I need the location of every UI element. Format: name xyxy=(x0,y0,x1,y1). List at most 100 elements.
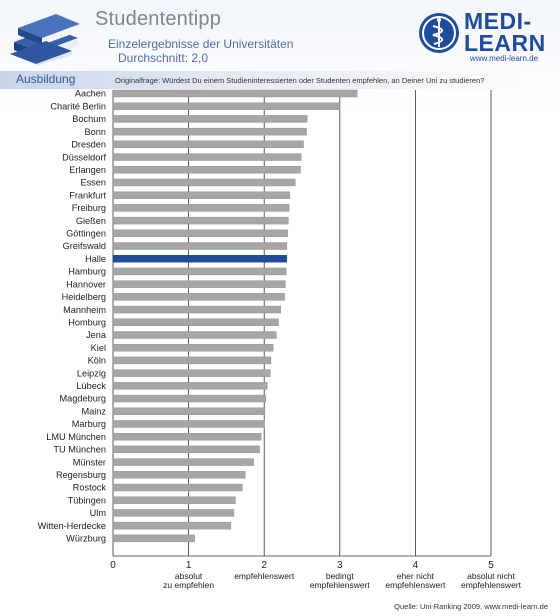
category-label: Charité Berlin xyxy=(50,101,106,111)
bar-köln xyxy=(112,356,272,365)
bar-hannover xyxy=(112,280,286,288)
section-band xyxy=(0,71,560,89)
category-label: Hamburg xyxy=(68,267,106,277)
category-label: Homburg xyxy=(68,317,106,327)
bar-tübingen xyxy=(112,496,236,504)
bar-lmu-münchen xyxy=(112,432,262,441)
category-label: Mannheim xyxy=(63,305,106,315)
category-label: Gießen xyxy=(76,216,106,226)
x-tick-sublabel: empfehlenswert xyxy=(461,580,522,590)
category-label: Aachen xyxy=(75,89,106,99)
category-label: Halle xyxy=(85,254,106,264)
category-label: Leipzig xyxy=(77,368,106,378)
x-tick-label: 4 xyxy=(413,560,419,571)
category-label: Bochum xyxy=(72,114,106,124)
medi-learn-logo: MEDI- LEARN www.medi-learn.de xyxy=(418,8,556,63)
section-label: Ausbildung xyxy=(16,72,76,86)
category-label: Mainz xyxy=(81,406,106,416)
bar-dresden xyxy=(112,140,304,149)
bar-charit-berlin xyxy=(112,102,341,110)
category-label: Regensburg xyxy=(56,470,106,480)
category-label: Düsseldorf xyxy=(62,152,106,162)
category-label: Münster xyxy=(73,457,106,467)
bar-freiburg xyxy=(112,204,290,212)
category-label: Kiel xyxy=(91,343,106,353)
category-label: LMU München xyxy=(46,432,106,442)
question-text: Originalfrage: Würdest Du einem Studieni… xyxy=(115,76,485,85)
logo-line1: MEDI- xyxy=(464,8,532,34)
x-tick-label: 1 xyxy=(186,560,192,571)
category-label: Tübingen xyxy=(68,495,106,505)
bar-göttingen xyxy=(112,229,288,238)
category-label: Rostock xyxy=(73,483,107,493)
bar-gießen xyxy=(112,216,289,225)
bar-mainz xyxy=(112,407,266,415)
bar-lübeck xyxy=(112,382,268,390)
bar-jena xyxy=(112,331,277,339)
x-tick-sublabel: empfehlenswert xyxy=(234,571,295,581)
category-label: Göttingen xyxy=(66,229,106,239)
logo-url: www.medi-learn.de xyxy=(470,54,539,63)
bar-frankfurt xyxy=(112,191,291,199)
bar-regensburg xyxy=(112,471,246,479)
page-title: Studententipp xyxy=(95,8,222,30)
category-label: TU München xyxy=(53,445,106,455)
x-tick-label: 2 xyxy=(261,560,267,571)
bar-greifswald xyxy=(112,242,288,250)
category-label: Bonn xyxy=(85,127,106,137)
bar-rostock xyxy=(112,483,243,492)
bar-homburg xyxy=(112,318,279,326)
category-label: Freiburg xyxy=(72,203,106,213)
x-tick-sublabel: empfehlenswert xyxy=(310,580,371,590)
bar-würzburg xyxy=(112,534,195,543)
bar-aachen xyxy=(112,89,358,98)
bar-chart: Aachen Charité Berlin Bochum Bonn Dresden Düs… xyxy=(38,89,522,590)
x-tick-label: 5 xyxy=(488,560,494,571)
x-tick-sublabel: eher nicht xyxy=(397,571,435,581)
books-icon xyxy=(10,14,80,66)
x-tick-sublabel: absolut xyxy=(175,571,203,581)
category-label: Witten-Herdecke xyxy=(38,521,106,531)
caduceus-icon xyxy=(419,13,459,53)
bar-heidelberg xyxy=(112,293,285,301)
bar-tu-münchen xyxy=(112,445,260,454)
bar-kiel xyxy=(112,344,274,352)
x-tick-label: 0 xyxy=(110,560,116,571)
category-label: Erlangen xyxy=(69,165,106,175)
average-line: Durchschnitt: 2,0 xyxy=(108,51,293,65)
bar-düsseldorf xyxy=(112,153,302,161)
category-label: Frankfurt xyxy=(69,190,106,200)
subtitle-text: Einzelergebnisse der Universitäten xyxy=(108,37,294,51)
category-label: Essen xyxy=(80,178,106,188)
bar-erlangen xyxy=(112,166,301,174)
category-label: Heidelberg xyxy=(62,292,106,302)
bar-münster xyxy=(112,458,254,466)
logo-line2: LEARN xyxy=(464,30,546,56)
bar-marburg xyxy=(112,420,265,428)
x-tick-sublabel: absolut nicht xyxy=(467,571,515,581)
source-note: Quelle: Uni-Ranking 2009, www.medi-learn… xyxy=(394,602,548,611)
category-label: Hannover xyxy=(66,279,106,289)
bar-halle xyxy=(112,255,288,263)
bar-leipzig xyxy=(112,369,271,377)
category-label: Würzburg xyxy=(66,534,106,544)
bar-bonn xyxy=(112,127,307,136)
bar-ulm xyxy=(112,509,235,517)
category-label: Magdeburg xyxy=(60,394,106,404)
bar-mannheim xyxy=(112,305,282,314)
x-tick-sublabel: empfehlenswert xyxy=(385,580,446,590)
x-tick-sublabel: zu empfehlen xyxy=(163,580,214,590)
category-label: Köln xyxy=(88,356,106,366)
category-label: Lübeck xyxy=(76,381,106,391)
page-subtitle: Einzelergebnisse der Universitäten Durch… xyxy=(108,37,293,65)
average-label: Durchschnitt: xyxy=(118,51,189,65)
category-label: Marburg xyxy=(72,419,106,429)
x-tick-label: 3 xyxy=(337,560,343,571)
x-tick-sublabel: bedingt xyxy=(326,571,355,581)
category-label: Greifswald xyxy=(63,241,106,251)
bar-bochum xyxy=(112,115,308,123)
category-label: Jena xyxy=(86,330,107,340)
bar-magdeburg xyxy=(112,394,266,403)
average-value: 2,0 xyxy=(191,51,209,65)
category-label: Ulm xyxy=(90,508,107,518)
